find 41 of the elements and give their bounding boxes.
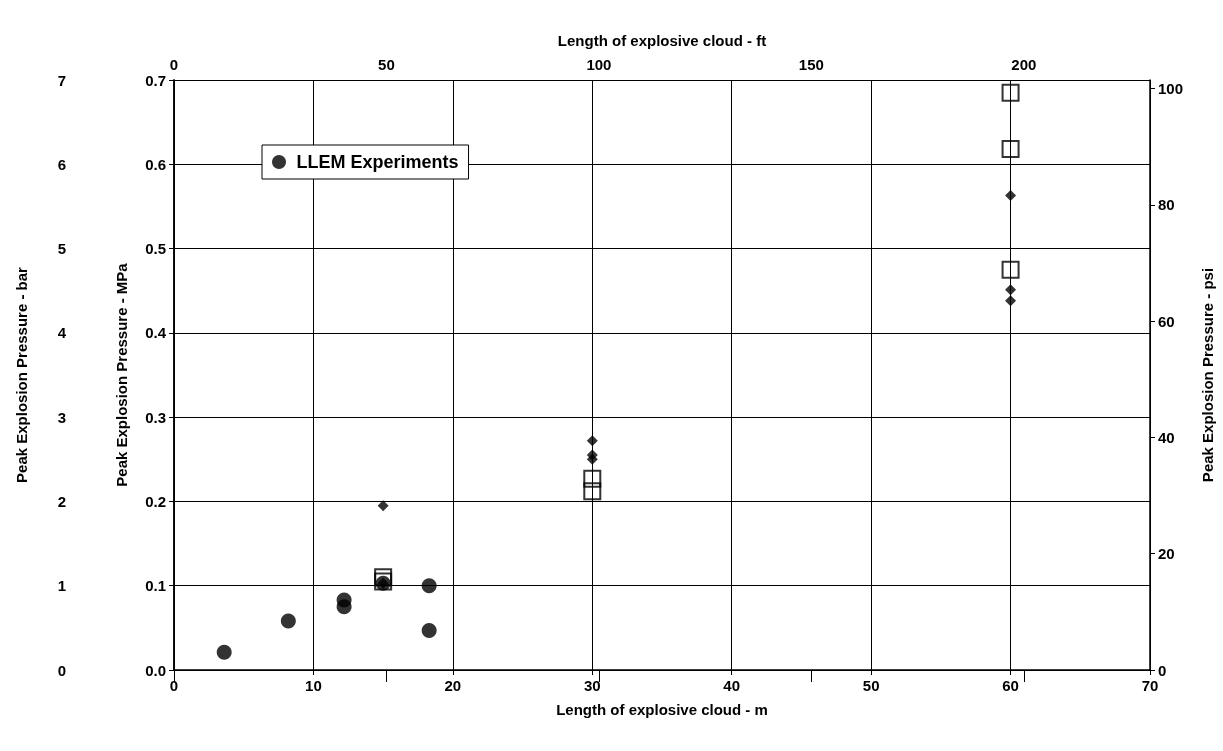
x-tick-label: 30 xyxy=(583,677,601,694)
y2-tick-label: 0 xyxy=(57,661,66,679)
legend-label: LLEM Experiments xyxy=(296,152,459,172)
y-tick-label: 0.4 xyxy=(145,324,167,342)
x-tick-label: 40 xyxy=(723,677,741,694)
y3-tick-label: 0 xyxy=(1158,661,1167,679)
x-tick-label: 10 xyxy=(305,677,322,694)
y3-tick-label: 20 xyxy=(1158,545,1175,563)
y-tick-label: 0.6 xyxy=(145,155,166,173)
x2-axis-title: Length of explosive cloud - ft xyxy=(557,32,767,49)
y2-tick-label: 4 xyxy=(57,324,67,342)
y3-axis-title: Peak Explosion Pressure - psi xyxy=(1199,267,1216,483)
y-tick-label: 0.3 xyxy=(145,408,166,426)
y2-axis-title: Peak Explosion Pressure - bar xyxy=(13,266,30,483)
x-tick-label: 20 xyxy=(444,677,462,694)
y2-tick-label: 1 xyxy=(57,577,66,595)
y3-tick-label: 60 xyxy=(1158,312,1175,330)
x2-tick-label: 0 xyxy=(169,56,179,73)
y-tick-label: 0.1 xyxy=(145,577,166,595)
x2-tick-label: 100 xyxy=(586,56,612,73)
x-tick-label: 60 xyxy=(1002,677,1019,694)
x-axis-title: Length of explosive cloud - m xyxy=(556,701,768,718)
y-axis-title: Peak Explosion Pressure - MPa xyxy=(113,262,130,487)
y2-tick-label: 7 xyxy=(57,71,66,89)
x2-tick-label: 200 xyxy=(1011,56,1037,73)
x2-tick-label: 150 xyxy=(798,56,824,73)
y2-tick-label: 6 xyxy=(57,155,66,173)
x-tick-label: 70 xyxy=(1141,677,1159,694)
y-tick-label: 0.7 xyxy=(145,71,166,89)
y2-tick-label: 2 xyxy=(57,492,66,510)
y-tick-label: 0.0 xyxy=(145,661,166,679)
y3-tick-label: 40 xyxy=(1158,428,1175,446)
y-tick-label: 0.5 xyxy=(145,240,166,258)
x-tick-label: 50 xyxy=(862,677,880,694)
y-tick-label: 0.2 xyxy=(145,492,166,510)
x2-tick-label: 50 xyxy=(378,56,395,73)
y3-tick-label: 100 xyxy=(1158,80,1184,98)
y2-tick-label: 3 xyxy=(57,408,66,426)
y2-tick-label: 5 xyxy=(57,240,66,258)
y3-tick-label: 80 xyxy=(1158,196,1175,214)
x-tick-label: 0 xyxy=(169,677,179,694)
